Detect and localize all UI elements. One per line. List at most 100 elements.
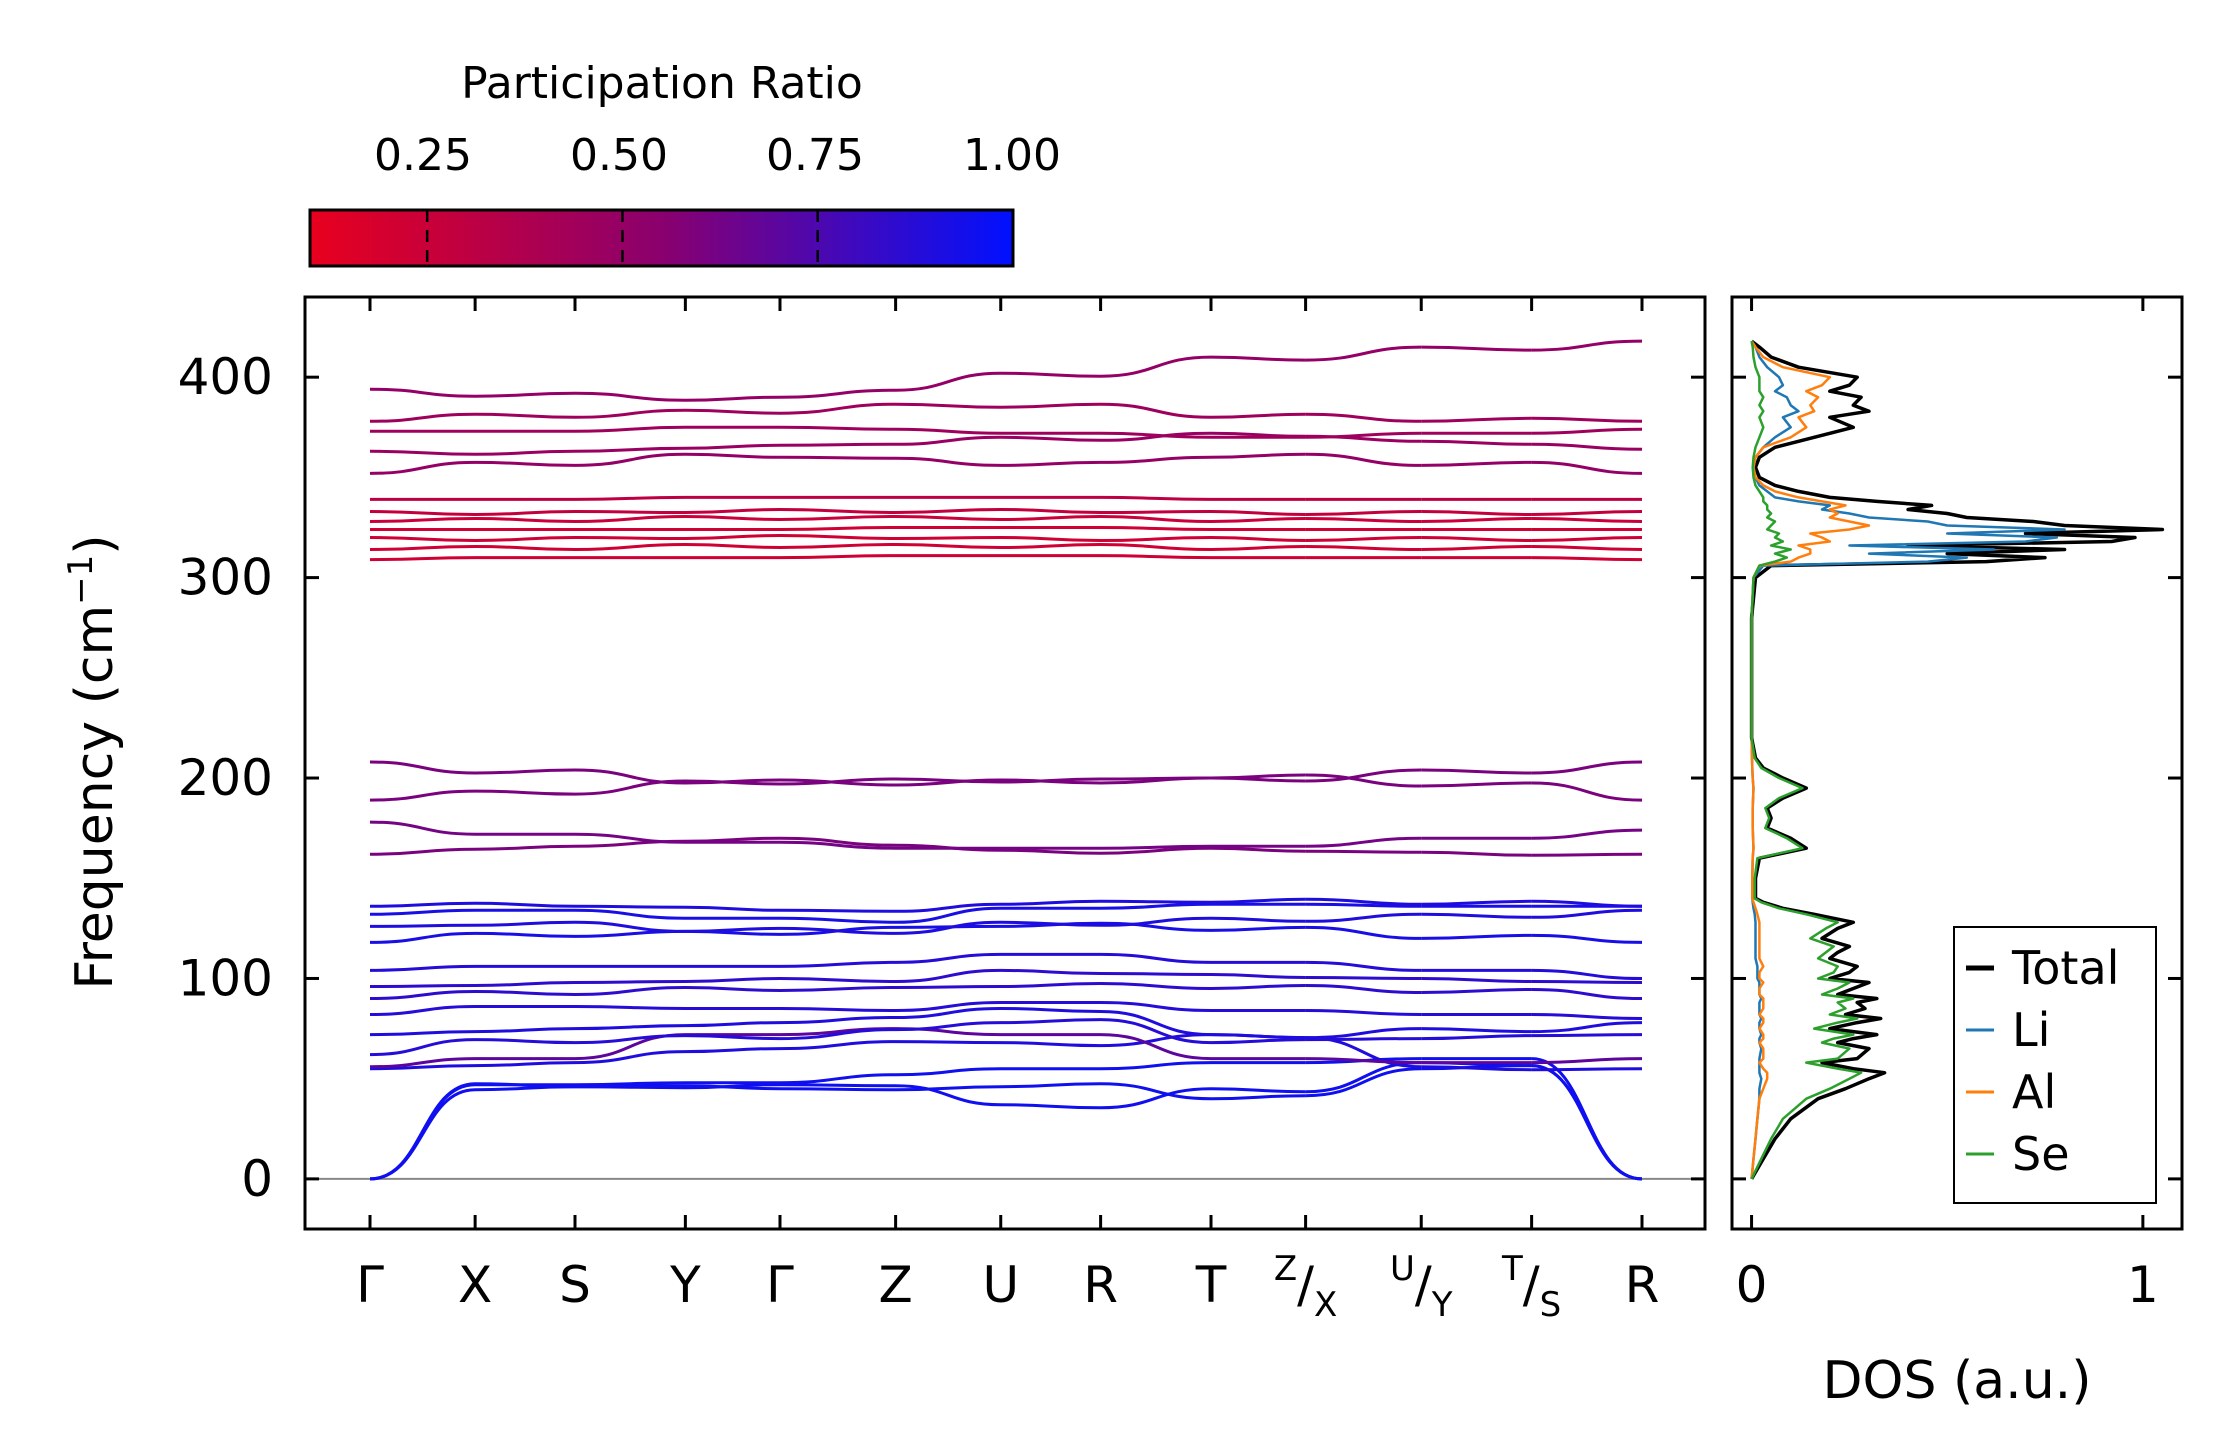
band-line xyxy=(1531,1021,1643,1034)
kpoint-label: Y xyxy=(669,1256,701,1314)
band-line xyxy=(1531,933,1643,944)
kpoint-label: U/Y xyxy=(1390,1249,1453,1325)
band-line xyxy=(1305,960,1422,972)
band-line xyxy=(1305,412,1422,423)
band-line xyxy=(369,1082,781,1181)
band-line xyxy=(1531,416,1643,423)
legend-items: Total Li Al Se xyxy=(1966,941,2119,1181)
band-line xyxy=(1531,339,1643,352)
band-line xyxy=(1421,1027,1532,1034)
dos-legend: Total Li Al Se xyxy=(1953,926,2157,1204)
band-line xyxy=(369,1083,781,1181)
band-line xyxy=(1531,781,1643,802)
band-line xyxy=(369,985,781,1000)
dos-line-se xyxy=(1750,340,1863,1180)
band-line xyxy=(1531,517,1643,523)
band-line xyxy=(1531,1067,1643,1072)
band-line xyxy=(369,1021,781,1037)
kpoint-label-sub: Y xyxy=(1431,1285,1453,1325)
band-line xyxy=(1531,980,1643,984)
band-line xyxy=(779,525,1306,532)
band-line xyxy=(779,1082,1306,1101)
dos-plot-frame xyxy=(1730,295,2184,1231)
band-line xyxy=(1421,460,1532,467)
band-line xyxy=(369,508,781,517)
band-line xyxy=(1421,933,1532,940)
band-line xyxy=(1305,1027,1422,1040)
band-line xyxy=(1531,908,1643,919)
band-line xyxy=(1421,416,1532,423)
band-line xyxy=(1305,452,1422,467)
band-line xyxy=(1531,852,1643,857)
band-line xyxy=(1421,912,1532,919)
y-axis-title-close: ) xyxy=(65,534,125,554)
y-axis-title: Frequency (cm−1) xyxy=(61,534,125,989)
band-line xyxy=(779,1006,1306,1040)
kpoint-label-sub: X xyxy=(1314,1285,1337,1325)
phonon-bands xyxy=(369,339,1643,1181)
band-line xyxy=(1531,899,1643,908)
band-line xyxy=(1305,345,1422,362)
y-axis-ticks: 0 100 200 300 400 xyxy=(178,348,1705,1208)
kpoint-label-sub: S xyxy=(1540,1285,1562,1325)
band-line xyxy=(1421,977,1532,983)
kpoint-label: U xyxy=(982,1256,1019,1314)
kpoint-label: X xyxy=(458,1256,492,1314)
kpoint-label-slash: / xyxy=(1297,1256,1314,1314)
band-line xyxy=(1305,1009,1422,1016)
band-line xyxy=(780,495,1306,501)
y-tick-label: 100 xyxy=(178,949,273,1007)
kpoint-label: Z xyxy=(878,1256,912,1314)
colorbar-title: Participation Ratio xyxy=(461,58,863,109)
band-line xyxy=(779,1018,1306,1045)
kpoint-label: R xyxy=(1083,1256,1118,1314)
band-line xyxy=(1305,902,1422,908)
kpoint-label-sup: Z xyxy=(1274,1249,1297,1289)
colorbar-tick-labels: 0.25 0.50 0.75 1.00 xyxy=(374,130,1061,181)
kpoint-label-slash: / xyxy=(1415,1256,1432,1314)
band-line xyxy=(1421,850,1532,857)
band-line xyxy=(369,1004,780,1016)
band-line xyxy=(779,952,1306,968)
band-line xyxy=(1305,1067,1422,1098)
kpoint-label: Γ xyxy=(766,1256,794,1314)
y-tick-label: 400 xyxy=(178,348,273,406)
band-line xyxy=(1531,828,1643,840)
band-line xyxy=(1531,510,1643,516)
band-line xyxy=(369,964,780,972)
band-line xyxy=(369,408,781,423)
band-line xyxy=(1305,849,1422,854)
kpoint-label-sup: T xyxy=(1501,1249,1523,1289)
band-line xyxy=(1305,925,1422,940)
band-line xyxy=(1421,439,1532,446)
band-line xyxy=(779,452,1306,467)
band-line xyxy=(1305,984,1422,994)
y-tick-label: 300 xyxy=(178,549,273,607)
band-line xyxy=(369,779,781,802)
y-axis-title-main: Frequency (cm xyxy=(65,605,125,990)
band-line xyxy=(369,1034,781,1057)
band-plot-frame xyxy=(303,295,1707,1231)
band-line xyxy=(1531,427,1643,435)
band-line xyxy=(779,507,1306,516)
dos-line-al xyxy=(1750,340,1871,1180)
band-line xyxy=(1531,545,1643,551)
band-line xyxy=(1305,976,1422,980)
band-line xyxy=(779,916,1306,935)
band-line xyxy=(1305,1057,1422,1065)
legend-label: Al xyxy=(2012,1065,2056,1119)
band-line xyxy=(779,836,1306,855)
band-line xyxy=(369,920,781,933)
band-line xyxy=(779,921,1306,936)
band-line xyxy=(1305,510,1422,516)
kpoint-label: R xyxy=(1625,1256,1660,1314)
band-line xyxy=(779,968,1306,984)
band-line xyxy=(1531,988,1643,1000)
colorbar-tick-label: 0.25 xyxy=(374,130,472,181)
kpoint-label-slash: / xyxy=(1523,1256,1540,1314)
band-line xyxy=(779,534,1306,543)
band-line xyxy=(369,1033,780,1069)
